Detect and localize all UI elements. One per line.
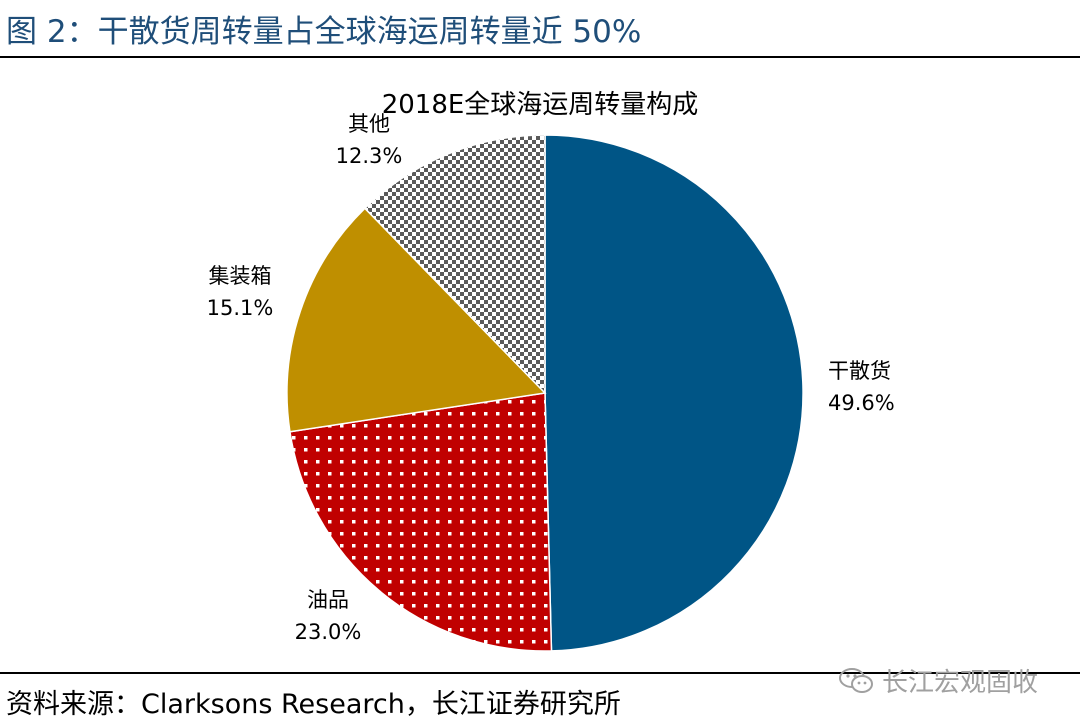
pie-slice-0 — [544, 134, 804, 652]
wechat-icon — [839, 667, 873, 693]
slice-name-label: 油品 — [307, 588, 349, 612]
slice-value-label: 23.0% — [295, 620, 362, 644]
pie-slice-2 — [286, 207, 547, 433]
watermark: 长江宏观固收 — [838, 662, 1038, 699]
slice-name-label: 干散货 — [828, 359, 891, 383]
watermark-text: 长江宏观固收 — [882, 668, 1039, 698]
figure-title: 图 2：干散货周转量占全球海运周转量近 50% — [6, 14, 642, 50]
slice-value-label: 49.6% — [828, 391, 895, 415]
slice-value-label: 12.3% — [336, 144, 403, 168]
chart-title: 2018E全球海运周转量构成 — [381, 90, 699, 120]
bottom-divider — [0, 672, 1080, 674]
slice-name-label: 集装箱 — [209, 264, 272, 288]
source-note: 资料来源：Clarksons Research，长江证券研究所 — [6, 689, 621, 720]
pie-slice-3 — [363, 134, 546, 395]
slice-name-label: 其他 — [348, 112, 390, 136]
top-divider — [0, 56, 1080, 58]
slice-value-label: 15.1% — [207, 296, 274, 320]
pie-slice-1 — [289, 392, 553, 652]
